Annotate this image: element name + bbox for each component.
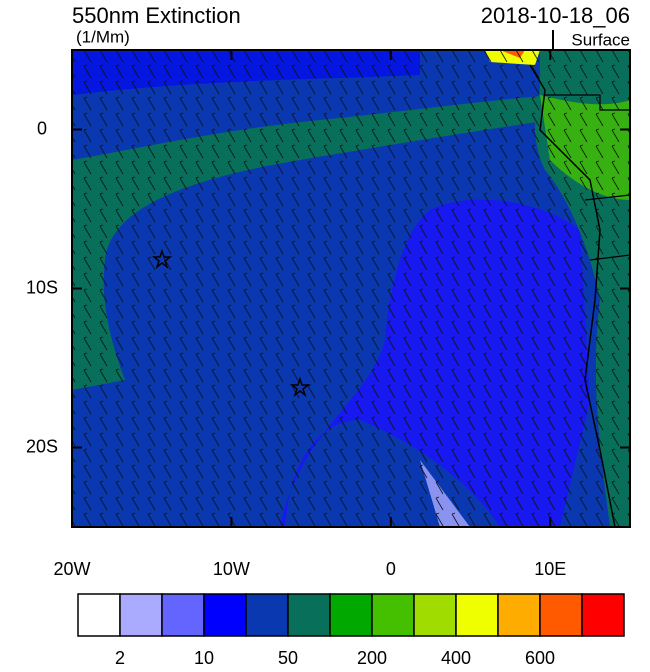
y-tick-label: 10S (26, 277, 58, 297)
colorbar-label: 600 (525, 648, 555, 667)
colorbar-box (119, 593, 163, 637)
colorbar-box (77, 593, 121, 637)
colorbar-box (497, 593, 541, 637)
colorbar-label: 400 (441, 648, 471, 667)
x-tick-label: 0 (386, 559, 396, 579)
site-marker (151, 248, 173, 270)
x-tick-label: 10E (534, 559, 566, 579)
date: 2018-10-18_06 (481, 3, 630, 28)
colorbar-label: 2 (115, 648, 125, 667)
title: 550nm Extinction (72, 3, 241, 28)
colorbar-box (455, 593, 499, 637)
x-tick-label: 10W (213, 559, 250, 579)
colorbar-box (581, 593, 625, 637)
colorbar-label: 50 (278, 648, 298, 667)
axes: 20W 10W 0 10E 0 10S 20S (26, 50, 630, 579)
colorbar-label: 10 (194, 648, 214, 667)
colorbar: 2 10 50 200 400 600 (77, 593, 625, 668)
colorbar-box (203, 593, 247, 637)
y-tick-label: 20S (26, 436, 58, 456)
colorbar-box (329, 593, 373, 637)
colorbar-box (539, 593, 583, 637)
colorbar-box (371, 593, 415, 637)
colorbar-box (287, 593, 331, 637)
colorbar-label: 200 (357, 648, 387, 667)
colorbar-box (245, 593, 289, 637)
y-tick-label: 0 (37, 118, 47, 138)
colorbar-box (413, 593, 457, 637)
x-tick-label: 20W (53, 559, 90, 579)
level: Surface (571, 30, 630, 49)
units: (1/Mm) (76, 27, 130, 46)
map-field (72, 50, 630, 527)
site-marker (289, 376, 311, 398)
colorbar-box (161, 593, 205, 637)
